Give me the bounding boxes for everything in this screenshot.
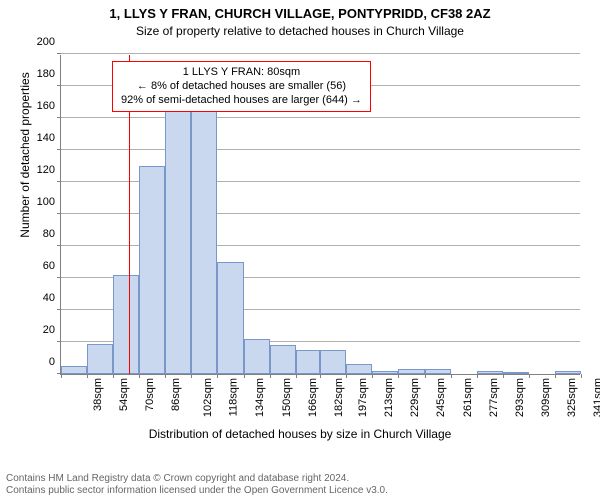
y-tick-label: 140: [37, 132, 61, 144]
x-tick-label: 245sqm: [436, 378, 448, 417]
y-tick-label: 180: [37, 68, 61, 80]
histogram-bar: [503, 372, 529, 374]
x-tick-mark: [555, 374, 556, 378]
histogram-bar: [346, 364, 372, 374]
histogram-bar: [555, 371, 581, 374]
y-tick-label: 20: [43, 324, 61, 336]
x-tick-label: 309sqm: [540, 378, 552, 417]
y-tick-label: 60: [43, 260, 61, 272]
x-tick-mark: [398, 374, 399, 378]
gridline: [61, 53, 580, 54]
histogram-bar: [425, 369, 451, 374]
x-tick-mark: [113, 374, 114, 378]
legend-box: 1 LLYS Y FRAN: 80sqm ← 8% of detached ho…: [112, 61, 371, 112]
y-tick-mark: [57, 341, 61, 342]
histogram-bar: [398, 369, 424, 374]
y-tick-mark: [57, 309, 61, 310]
x-tick-mark: [270, 374, 271, 378]
x-tick-mark: [217, 374, 218, 378]
x-tick-label: 54sqm: [118, 378, 130, 411]
x-tick-label: 197sqm: [357, 378, 369, 417]
legend-line2: ← 8% of detached houses are smaller (56): [121, 80, 362, 94]
footer-line1: Contains HM Land Registry data © Crown c…: [6, 473, 388, 485]
histogram-bar: [244, 339, 270, 374]
x-tick-mark: [191, 374, 192, 378]
histogram-bar: [165, 78, 191, 374]
y-tick-label: 160: [37, 100, 61, 112]
x-tick-mark: [372, 374, 373, 378]
chart-title: 1, LLYS Y FRAN, CHURCH VILLAGE, PONTYPRI…: [0, 6, 600, 21]
y-tick-label: 100: [37, 196, 61, 208]
x-tick-mark: [503, 374, 504, 378]
histogram-bar: [87, 344, 113, 374]
y-tick-mark: [57, 213, 61, 214]
y-tick-label: 200: [37, 36, 61, 48]
histogram-bar: [296, 350, 320, 374]
y-tick-mark: [57, 245, 61, 246]
x-tick-label: 70sqm: [144, 378, 156, 411]
x-tick-mark: [296, 374, 297, 378]
y-tick-label: 120: [37, 164, 61, 176]
chart-subtitle: Size of property relative to detached ho…: [0, 24, 600, 38]
histogram-bar: [372, 371, 398, 374]
x-tick-label: 150sqm: [281, 378, 293, 417]
x-tick-mark: [346, 374, 347, 378]
x-tick-mark: [425, 374, 426, 378]
x-tick-label: 86sqm: [170, 378, 182, 411]
y-tick-mark: [57, 149, 61, 150]
x-tick-mark: [165, 374, 166, 378]
x-tick-label: 229sqm: [409, 378, 421, 417]
x-tick-label: 261sqm: [462, 378, 474, 417]
y-axis-label: Number of detached properties: [18, 0, 32, 315]
histogram-bar: [191, 110, 217, 374]
y-tick-label: 0: [49, 356, 61, 368]
x-tick-mark: [61, 374, 62, 378]
x-tick-label: 182sqm: [333, 378, 345, 417]
x-tick-mark: [529, 374, 530, 378]
y-tick-mark: [57, 85, 61, 86]
x-tick-mark: [320, 374, 321, 378]
x-tick-label: 277sqm: [488, 378, 500, 417]
x-tick-label: 38sqm: [92, 378, 104, 411]
footer: Contains HM Land Registry data © Crown c…: [6, 473, 388, 497]
x-tick-label: 293sqm: [514, 378, 526, 417]
x-tick-mark: [477, 374, 478, 378]
chart-container: 1, LLYS Y FRAN, CHURCH VILLAGE, PONTYPRI…: [0, 0, 600, 500]
x-tick-label: 166sqm: [307, 378, 319, 417]
gridline: [61, 149, 580, 150]
x-tick-mark: [581, 374, 582, 378]
y-tick-label: 40: [43, 292, 61, 304]
y-tick-mark: [57, 117, 61, 118]
x-tick-label: 134sqm: [255, 378, 267, 417]
gridline: [61, 117, 580, 118]
x-tick-label: 102sqm: [202, 378, 214, 417]
histogram-bar: [61, 366, 87, 374]
x-tick-label: 118sqm: [228, 378, 240, 416]
x-tick-mark: [244, 374, 245, 378]
x-tick-label: 213sqm: [383, 378, 395, 417]
histogram-bar: [113, 275, 139, 374]
x-tick-mark: [451, 374, 452, 378]
y-tick-mark: [57, 181, 61, 182]
histogram-bar: [217, 262, 243, 374]
x-tick-label: 325sqm: [566, 378, 578, 417]
legend-line3: 92% of semi-detached houses are larger (…: [121, 94, 362, 108]
x-tick-label: 341sqm: [592, 378, 600, 417]
x-tick-mark: [139, 374, 140, 378]
x-tick-mark: [87, 374, 88, 378]
y-tick-label: 80: [43, 228, 61, 240]
x-axis-label: Distribution of detached houses by size …: [0, 427, 600, 441]
y-tick-mark: [57, 277, 61, 278]
histogram-bar: [139, 166, 165, 374]
histogram-bar: [270, 345, 296, 374]
y-tick-mark: [57, 53, 61, 54]
footer-line2: Contains public sector information licen…: [6, 485, 388, 497]
histogram-bar: [477, 371, 503, 374]
histogram-bar: [320, 350, 346, 374]
legend-line1: 1 LLYS Y FRAN: 80sqm: [121, 66, 362, 80]
